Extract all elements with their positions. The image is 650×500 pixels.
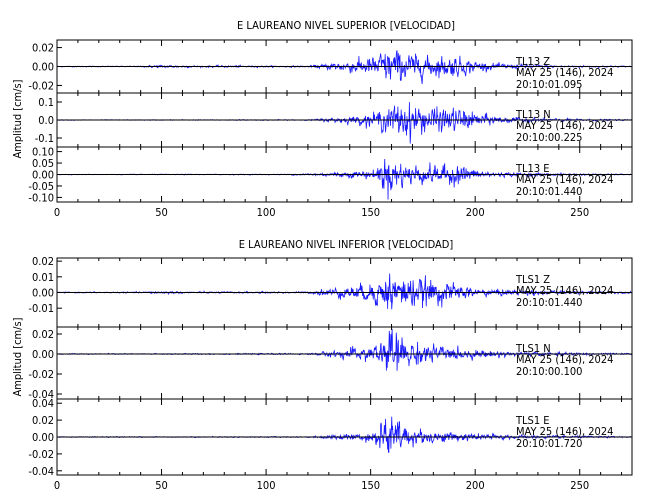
superior-chart: E LAUREANO NIVEL SUPERIOR [VELOCIDAD] Am… [11,19,633,219]
inferior-chart: E LAUREANO NIVEL INFERIOR [VELOCIDAD] Am… [11,238,633,492]
x-tick-label: 200 [466,479,485,492]
y-tick-label: -0.04 [28,465,54,478]
y-tick-label: 0.02 [32,414,54,427]
y-tick-label: 0.00 [32,61,54,74]
x-tick-label: 100 [257,206,276,219]
trace-date-label: MAY 25 (146), 2024 [516,353,613,366]
y-tick-label: 0.00 [32,348,54,361]
trace-start-time-label: 20:10:01.095 [516,78,582,91]
y-axis-label: Amplitud [cm/s] [11,79,24,158]
chart-title: E LAUREANO NIVEL INFERIOR [VELOCIDAD] [239,238,454,251]
trace-date-label: MAY 25 (146), 2024 [516,119,613,132]
y-tick-label: -0.02 [28,368,54,381]
station-component-label: TL13 N [515,108,551,121]
station-component-label: TLS1 E [515,414,550,427]
trace-start-time-label: 20:10:01.440 [516,185,582,198]
trace-start-time-label: 20:10:01.720 [516,437,582,450]
station-component-label: TLS1 N [515,342,551,355]
y-tick-label: 0.04 [32,397,54,410]
x-tick-label: 200 [466,206,485,219]
y-tick-label: 0.00 [32,287,54,300]
station-component-label: TL13 E [515,162,550,175]
y-tick-label: -0.04 [28,388,54,401]
station-component-label: TL13 Z [515,55,550,68]
y-tick-label: 0.10 [32,146,54,159]
y-tick-label: 0.02 [32,42,54,55]
trace-date-label: MAY 25 (146), 2024 [516,284,613,297]
x-tick-label: 50 [155,479,168,492]
y-tick-label: -0.1 [35,132,54,145]
y-tick-label: 0.01 [32,271,54,284]
chart-title: E LAUREANO NIVEL SUPERIOR [VELOCIDAD] [237,19,455,32]
x-tick-label: 0 [54,206,60,219]
y-tick-label: 0.1 [38,96,54,109]
y-tick-label: 0.00 [32,169,54,182]
station-component-label: TLS1 Z [515,273,550,286]
y-tick-label: 0.02 [32,328,54,341]
trace-date-label: MAY 25 (146), 2024 [516,173,613,186]
trace-start-time-label: 20:10:01.440 [516,296,582,309]
y-tick-label: 0.05 [32,157,54,170]
y-tick-label: 0.00 [32,431,54,444]
x-tick-label: 150 [361,479,380,492]
trace-start-time-label: 20:10:00.225 [516,131,582,144]
trace-date-label: MAY 25 (146), 2024 [516,425,613,438]
y-tick-label: -0.02 [28,448,54,461]
x-tick-label: 50 [155,206,168,219]
x-tick-label: 0 [54,479,60,492]
x-tick-label: 100 [257,479,276,492]
trace-start-time-label: 20:10:00.100 [516,365,582,378]
x-tick-label: 250 [570,206,589,219]
y-tick-label: -0.05 [28,180,54,193]
y-tick-label: -0.10 [28,191,54,204]
trace-date-label: MAY 25 (146), 2024 [516,66,613,79]
y-tick-label: -0.01 [28,302,54,315]
y-axis-label: Amplitud [cm/s] [11,317,24,396]
y-tick-label: -0.02 [28,79,54,92]
x-tick-label: 150 [361,206,380,219]
x-tick-label: 250 [570,479,589,492]
y-tick-label: 0.0 [38,114,54,127]
y-tick-label: 0.02 [32,255,54,268]
